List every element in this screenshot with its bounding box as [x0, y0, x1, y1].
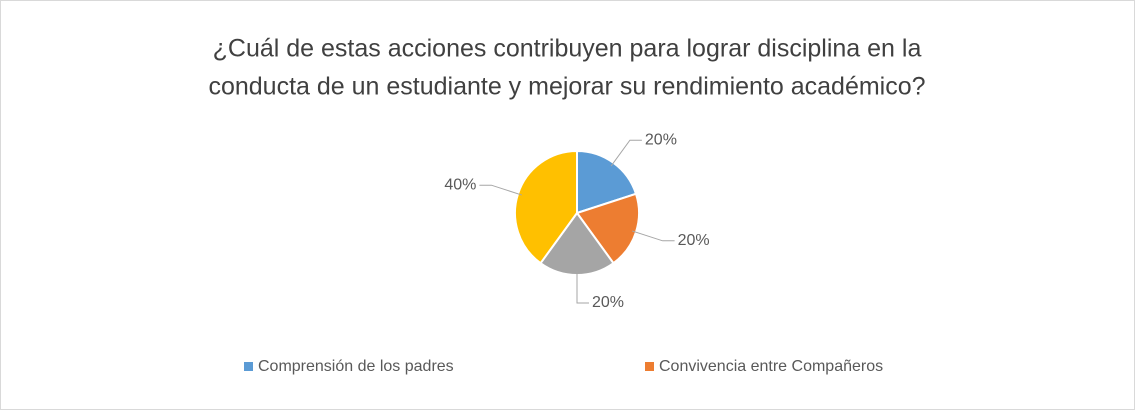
legend-swatch: [244, 362, 253, 371]
legend-label: Comprensión de los padres: [258, 358, 454, 375]
data-label: 20%: [645, 131, 677, 148]
legend-swatch: [645, 362, 654, 371]
leader-line: [610, 139, 642, 167]
leader-line: [576, 271, 589, 304]
chart-title: ¿Cuál de estas acciones contribuyen para…: [213, 35, 922, 63]
data-label: 40%: [444, 176, 476, 193]
data-label: 20%: [678, 232, 710, 249]
legend-label: Convivencia entre Compañeros: [659, 358, 883, 375]
leader-line: [479, 184, 522, 196]
data-label: 20%: [592, 294, 624, 311]
leader-line: [632, 230, 675, 242]
chart-title: conducta de un estudiante y mejorar su r…: [208, 73, 925, 101]
